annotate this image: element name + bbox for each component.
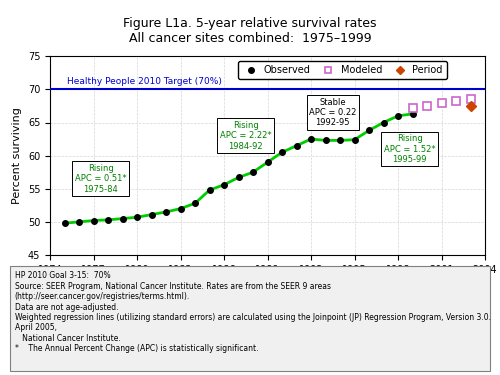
Text: Rising
APC = 1.52*
1995-99: Rising APC = 1.52* 1995-99	[384, 134, 436, 164]
FancyBboxPatch shape	[10, 266, 490, 371]
Text: Figure L1a. 5-year relative survival rates
All cancer sites combined:  1975–1999: Figure L1a. 5-year relative survival rat…	[123, 17, 377, 45]
Text: HP 2010 Goal 3-15:  70%
Source: SEER Program, National Cancer Institute. Rates a: HP 2010 Goal 3-15: 70% Source: SEER Prog…	[15, 272, 491, 353]
Text: Rising
APC = 2.22*
1984-92: Rising APC = 2.22* 1984-92	[220, 121, 272, 151]
Y-axis label: Percent surviving: Percent surviving	[12, 107, 22, 204]
Text: Rising
APC = 0.51*
1975-84: Rising APC = 0.51* 1975-84	[75, 164, 126, 194]
X-axis label: Year of diagnosis: Year of diagnosis	[208, 280, 328, 293]
Legend: Observed, Modeled, Period: Observed, Modeled, Period	[238, 61, 446, 79]
Text: Healthy People 2010 Target (70%): Healthy People 2010 Target (70%)	[68, 77, 222, 86]
Text: Stable
APC = 0.22
1992-95: Stable APC = 0.22 1992-95	[309, 98, 356, 128]
